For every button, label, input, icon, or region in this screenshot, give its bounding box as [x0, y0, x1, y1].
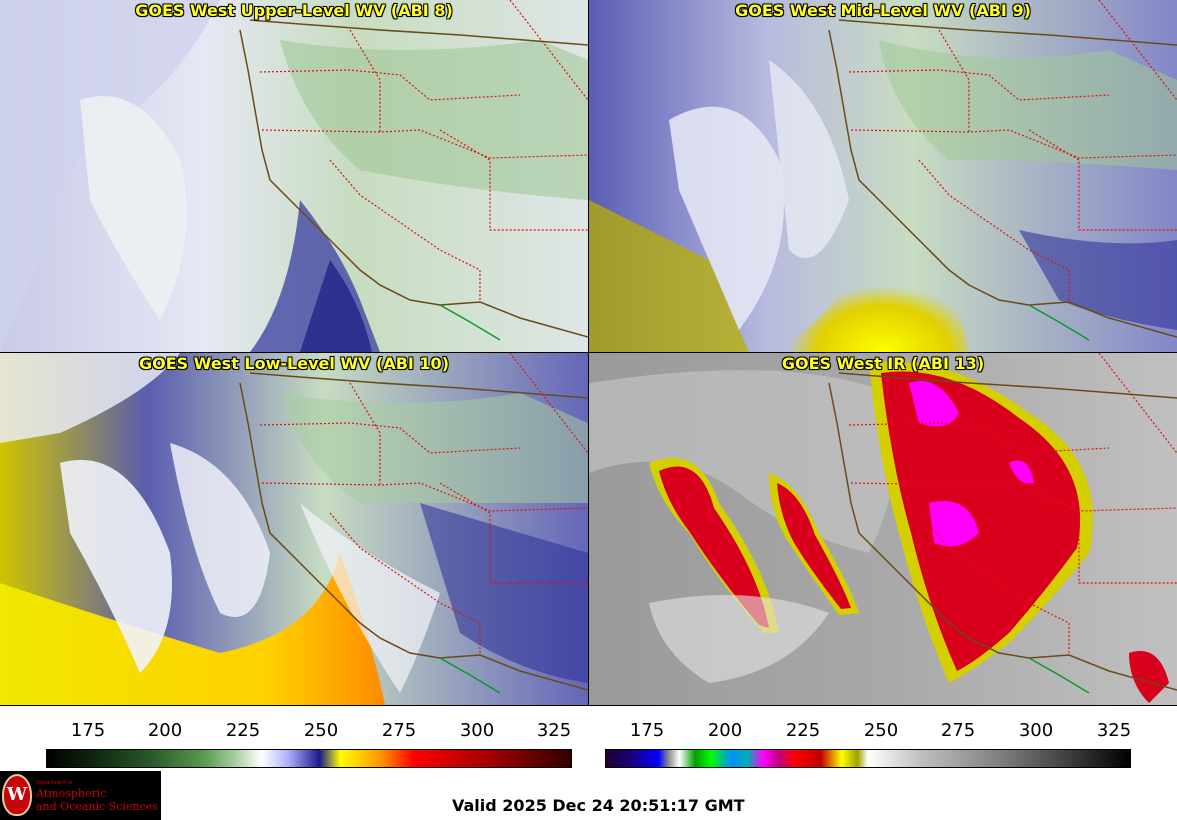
tick-label: 175	[70, 720, 106, 741]
horizontal-divider	[0, 352, 1177, 353]
bottom-divider	[0, 705, 1177, 706]
panel-upper-level-wv: GOES West Upper-Level WV (ABI 8)	[0, 0, 588, 352]
tick-label: 275	[381, 720, 417, 741]
colorbar-left-gradient	[46, 749, 572, 768]
tick-label: 225	[225, 720, 261, 741]
panel-ir: GOES West IR (ABI 13)	[589, 353, 1177, 705]
colorbar-left: 175 200 225 250 275 300 325	[0, 706, 589, 770]
tick-label: 300	[1018, 720, 1054, 741]
colorbar-right-gradient	[605, 749, 1131, 768]
panel-low-level-wv: GOES West Low-Level WV (ABI 10)	[0, 353, 588, 705]
tick-label: 200	[707, 720, 743, 741]
tick-label: 325	[536, 720, 572, 741]
tick-label: 325	[1096, 720, 1132, 741]
colorbar-right: 175 200 225 250 275 300 325	[0, 706, 1177, 770]
colorbar-right-ticks: 175 200 225 250 275 300 325	[0, 720, 1177, 763]
tick-label: 250	[863, 720, 899, 741]
tick-label: 225	[785, 720, 821, 741]
ir-image	[589, 353, 1177, 705]
tick-label: 200	[147, 720, 183, 741]
tick-label: 175	[629, 720, 665, 741]
tick-label: 250	[303, 720, 339, 741]
panel-title: GOES West Mid-Level WV (ABI 9)	[735, 1, 1031, 20]
logo-line-2: and Oceanic Sciences	[36, 800, 158, 813]
upper-level-wv-image	[0, 0, 588, 352]
uw-seal-icon: W	[2, 774, 32, 816]
valid-time: Valid 2025 Dec 24 20:51:17 GMT	[452, 796, 745, 815]
panel-title: GOES West Low-Level WV (ABI 10)	[138, 354, 449, 373]
tick-label: 300	[459, 720, 495, 741]
mid-level-wv-image	[589, 0, 1177, 352]
low-level-wv-image	[0, 353, 588, 705]
logo-department: Department of	[36, 780, 73, 786]
panel-title: GOES West IR (ABI 13)	[781, 354, 985, 373]
tick-label: 275	[940, 720, 976, 741]
panel-mid-level-wv: GOES West Mid-Level WV (ABI 9)	[589, 0, 1177, 352]
vertical-divider	[588, 0, 589, 706]
panel-title: GOES West Upper-Level WV (ABI 8)	[135, 1, 453, 20]
uw-aos-logo[interactable]: W Department of Atmospheric and Oceanic …	[0, 771, 161, 820]
colorbar-left-ticks: 175 200 225 250 275 300 325	[0, 720, 589, 763]
logo-line-1: Atmospheric	[36, 787, 107, 800]
